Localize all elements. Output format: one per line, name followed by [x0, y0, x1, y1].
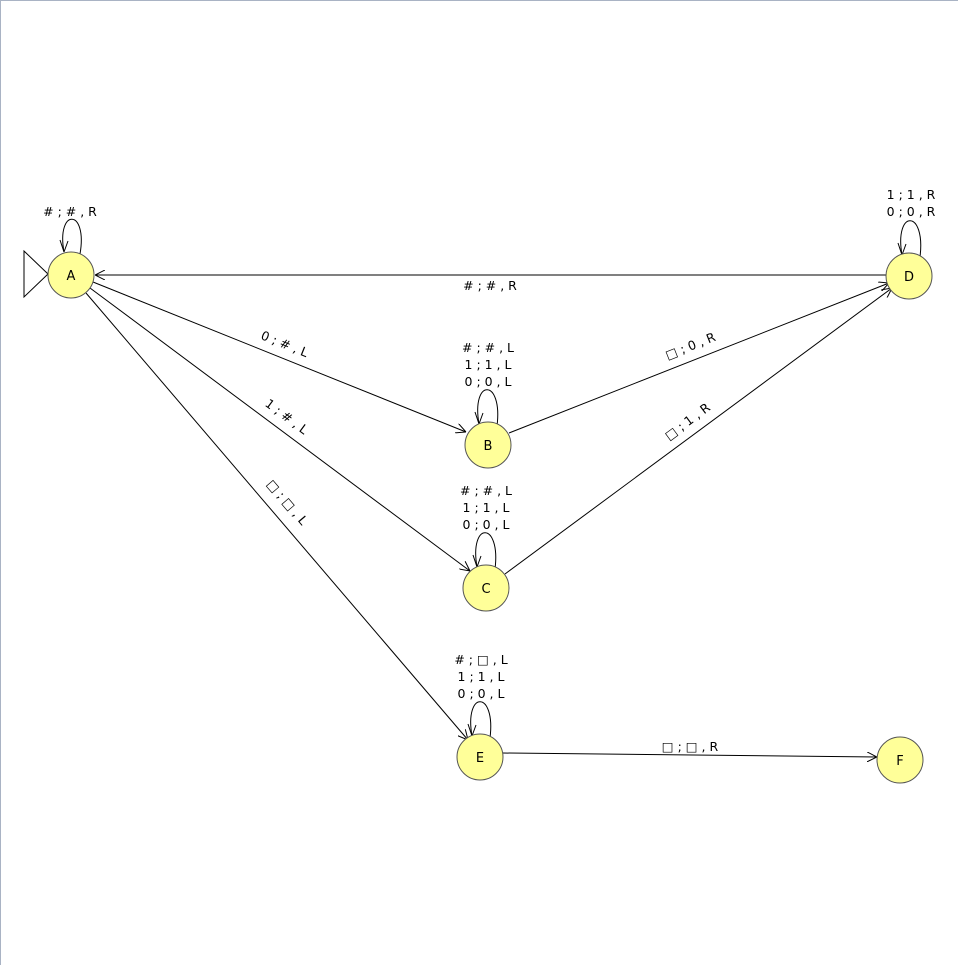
edge-A-B: [92, 281, 466, 432]
state-D[interactable]: D: [885, 252, 933, 300]
loop-B-head: [474, 411, 484, 425]
loop-D: [900, 220, 922, 258]
label-C-C-0: # ; # , L: [460, 483, 512, 498]
loop-E-head: [467, 723, 477, 737]
loop-C: [475, 532, 497, 570]
label-A-A-0: # ; # , R: [43, 204, 97, 219]
edge-B-D: [508, 283, 889, 434]
label-D-D-0: 1 ; 1 , R: [887, 187, 936, 202]
label-E-E-2: 0 ; 0 , L: [458, 686, 505, 701]
label-E-F-0: □ ; □ , R: [662, 739, 719, 754]
label-B-B-1: 1 ; 1 , L: [465, 357, 512, 372]
edge-A-E: [85, 292, 468, 740]
state-F[interactable]: F: [876, 736, 924, 784]
label-C-D-0: □ ; 1 , R: [662, 400, 713, 443]
state-B-label: B: [484, 439, 493, 454]
state-E-label: E: [476, 751, 484, 766]
state-E[interactable]: E: [456, 733, 504, 781]
state-C[interactable]: C: [462, 564, 510, 612]
loop-A: [62, 218, 82, 255]
edge-C-D: [504, 288, 892, 575]
loop-A-head: [59, 239, 69, 253]
label-A-E-0: □ ; □ , L: [264, 476, 311, 527]
state-F-label: F: [896, 754, 903, 769]
loop-D-head: [897, 242, 907, 256]
label-B-D-0: □ ; 0 , R: [663, 329, 718, 362]
state-D-label: D: [904, 270, 914, 285]
initial-state-marker: [23, 249, 49, 299]
state-A[interactable]: A: [47, 251, 95, 299]
label-B-B-2: 0 ; 0 , L: [465, 374, 512, 389]
label-C-C-2: 0 ; 0 , L: [463, 517, 510, 532]
label-C-C-1: 1 ; 1 , L: [463, 500, 510, 515]
state-B[interactable]: B: [464, 421, 512, 469]
label-B-B-0: # ; # , L: [462, 340, 514, 355]
label-A-B-0: 0 ; # , L: [259, 328, 311, 360]
edge-A-C: [89, 287, 470, 571]
label-D-A-0: # ; # , R: [463, 278, 517, 293]
state-A-label: A: [67, 269, 76, 284]
loop-E: [470, 701, 492, 739]
loop-B: [477, 389, 499, 427]
label-E-E-1: 1 ; 1 , L: [458, 669, 505, 684]
label-A-C-0: 1 ; # , L: [262, 396, 311, 438]
label-E-E-0: # ; □ , L: [454, 652, 507, 667]
state-C-label: C: [481, 582, 490, 597]
label-D-D-1: 0 ; 0 , R: [887, 204, 936, 219]
edge-E-F: [502, 753, 877, 757]
loop-C-head: [472, 554, 482, 568]
